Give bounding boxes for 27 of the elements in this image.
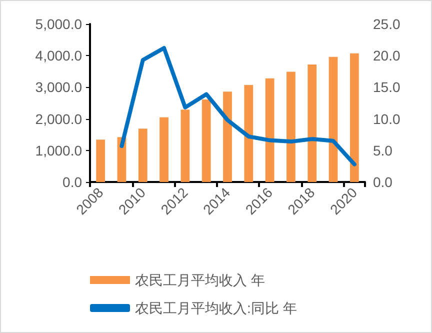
- bar: [244, 84, 254, 182]
- y-tick-label: 2,000.0: [35, 110, 82, 127]
- bar: [138, 128, 148, 182]
- y-tick-label: 3,000.0: [35, 79, 82, 96]
- line-series: [120, 46, 356, 166]
- y2-tick-label: 0.0: [373, 174, 393, 190]
- y-tick-label: 5,000.0: [35, 16, 82, 32]
- y2-tick-label: 20.0: [373, 48, 400, 64]
- y-tick-label: 0.0: [62, 174, 82, 190]
- bar: [286, 72, 296, 182]
- bar: [180, 110, 190, 182]
- y2-tick-label: 25.0: [373, 16, 400, 32]
- bar: [328, 56, 338, 182]
- y-tick-label: 1,000.0: [35, 142, 82, 158]
- legend-label: 农民工月平均收入 年: [135, 272, 265, 288]
- bar: [308, 64, 317, 182]
- y2-tick-label: 10.0: [373, 110, 400, 127]
- y2-tick-label: 5.0: [373, 142, 393, 158]
- bar: [160, 117, 168, 182]
- bar: [265, 78, 274, 182]
- y2-tick-label: 15.0: [373, 79, 400, 96]
- bar: [96, 140, 106, 182]
- legend-label: 农民工月平均收入:同比 年: [135, 300, 297, 316]
- y-tick-label: 4,000.0: [35, 48, 82, 64]
- bar: [202, 100, 211, 182]
- bar: [350, 53, 359, 182]
- bar: [223, 92, 232, 182]
